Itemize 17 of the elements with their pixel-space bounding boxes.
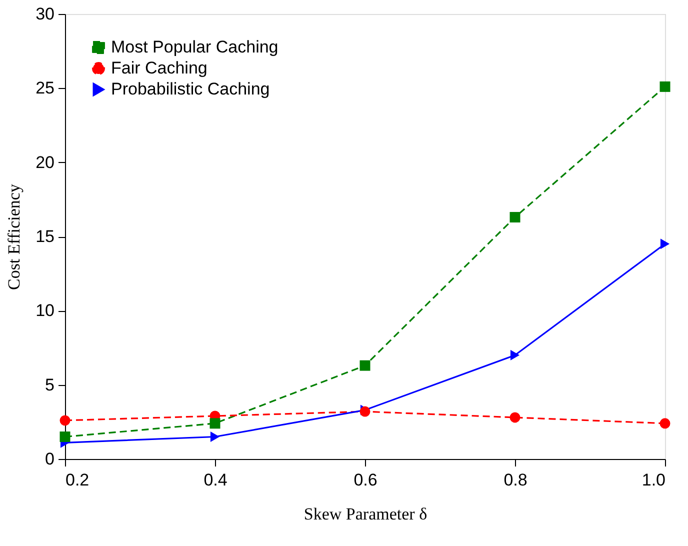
y-tick-label: 0: [45, 450, 54, 468]
legend-label: Most Popular Caching: [111, 38, 278, 56]
legend-label: Fair Caching: [111, 58, 208, 78]
x-tick-label: 0.8: [504, 470, 528, 490]
y-tick-label: 30: [36, 4, 54, 24]
x-tick-label: 0.4: [204, 470, 228, 490]
x-tick-label: 1.0: [642, 470, 666, 490]
y-tick-label: 15: [36, 227, 54, 246]
x-tick-label: 0.6: [354, 470, 378, 490]
y-tick-label: 20: [36, 152, 54, 172]
x-axis-title: Skew Parameter δ: [304, 504, 428, 524]
y-tick-label: 5: [45, 375, 54, 394]
x-tick-label: 0.2: [66, 470, 90, 490]
y-tick-label: 25: [36, 78, 54, 98]
y-tick-label: 10: [36, 301, 54, 320]
legend-label: Probabilistic Caching: [111, 80, 270, 98]
y-axis-title: Cost Efficiency: [4, 184, 24, 290]
